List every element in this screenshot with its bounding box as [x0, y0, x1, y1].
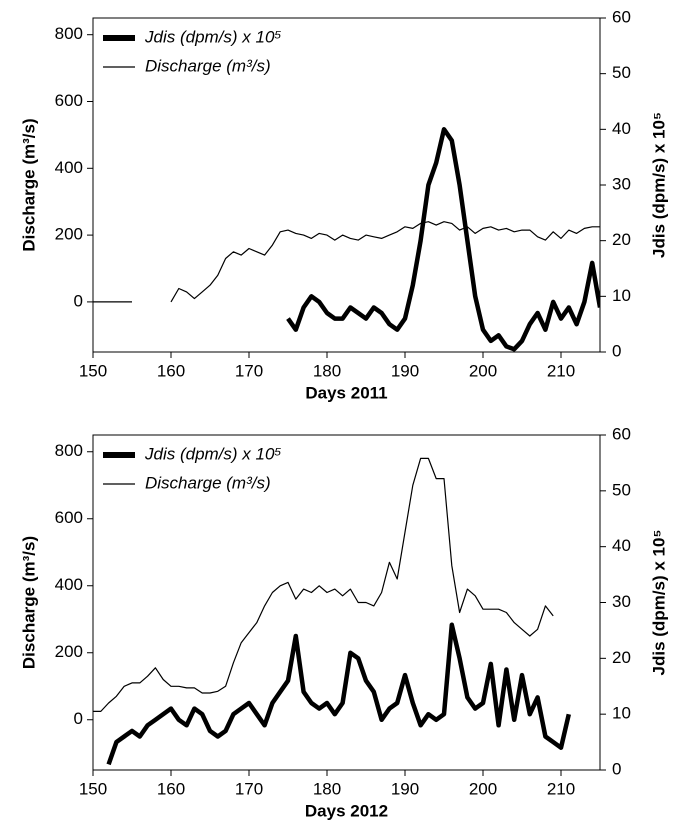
x-tick-label: 170 [235, 361, 263, 380]
y-tick-label: 200 [55, 642, 83, 661]
y2-tick-label: 50 [612, 480, 631, 499]
y2-tick-label: 30 [612, 174, 631, 193]
y2-tick-label: 40 [612, 536, 631, 555]
y-axis-label: Discharge (m³/s) [19, 118, 38, 251]
x-tick-label: 190 [391, 361, 419, 380]
y-tick-label: 400 [55, 575, 83, 594]
y-tick-label: 0 [74, 709, 83, 728]
y2-tick-label: 10 [612, 286, 631, 305]
series-line [106, 622, 571, 766]
series-line [93, 221, 600, 303]
series-line [286, 127, 600, 352]
legend-label: Jdis (dpm/s) x 10⁵ [144, 444, 282, 463]
x-tick-label: 210 [547, 779, 575, 798]
y-tick-label: 400 [55, 158, 83, 177]
x-tick-label: 200 [469, 779, 497, 798]
y-tick-label: 200 [55, 225, 83, 244]
x-tick-label: 210 [547, 361, 575, 380]
x-tick-label: 150 [79, 779, 107, 798]
y2-axis-label: Jdis (dpm/s) x 10⁵ [649, 530, 668, 676]
x-tick-label: 180 [313, 779, 341, 798]
y-tick-label: 600 [55, 91, 83, 110]
y2-tick-label: 60 [612, 424, 631, 443]
y-tick-label: 800 [55, 24, 83, 43]
x-tick-label: 190 [391, 779, 419, 798]
y2-tick-label: 20 [612, 230, 631, 249]
y2-tick-label: 50 [612, 63, 631, 82]
series-line [93, 457, 554, 712]
x-tick-label: 170 [235, 779, 263, 798]
x-axis-label: Days 2012 [305, 801, 388, 820]
legend-label: Discharge (m³/s) [145, 473, 271, 492]
y2-tick-label: 0 [612, 341, 621, 360]
x-tick-label: 160 [157, 361, 185, 380]
legend-label: Jdis (dpm/s) x 10⁵ [144, 27, 282, 46]
legend-label: Discharge (m³/s) [145, 56, 271, 75]
x-tick-label: 150 [79, 361, 107, 380]
y-tick-label: 800 [55, 441, 83, 460]
y-axis-label: Discharge (m³/s) [19, 536, 38, 669]
y2-tick-label: 30 [612, 592, 631, 611]
x-tick-label: 180 [313, 361, 341, 380]
y-tick-label: 0 [74, 291, 83, 310]
y2-tick-label: 60 [612, 7, 631, 26]
x-tick-label: 200 [469, 361, 497, 380]
y2-tick-label: 0 [612, 759, 621, 778]
y2-tick-label: 20 [612, 648, 631, 667]
x-axis-label: Days 2011 [305, 383, 387, 402]
y-tick-label: 600 [55, 508, 83, 527]
y2-tick-label: 10 [612, 704, 631, 723]
x-tick-label: 160 [157, 779, 185, 798]
y2-axis-label: Jdis (dpm/s) x 10⁵ [649, 112, 668, 258]
y2-tick-label: 40 [612, 119, 631, 138]
